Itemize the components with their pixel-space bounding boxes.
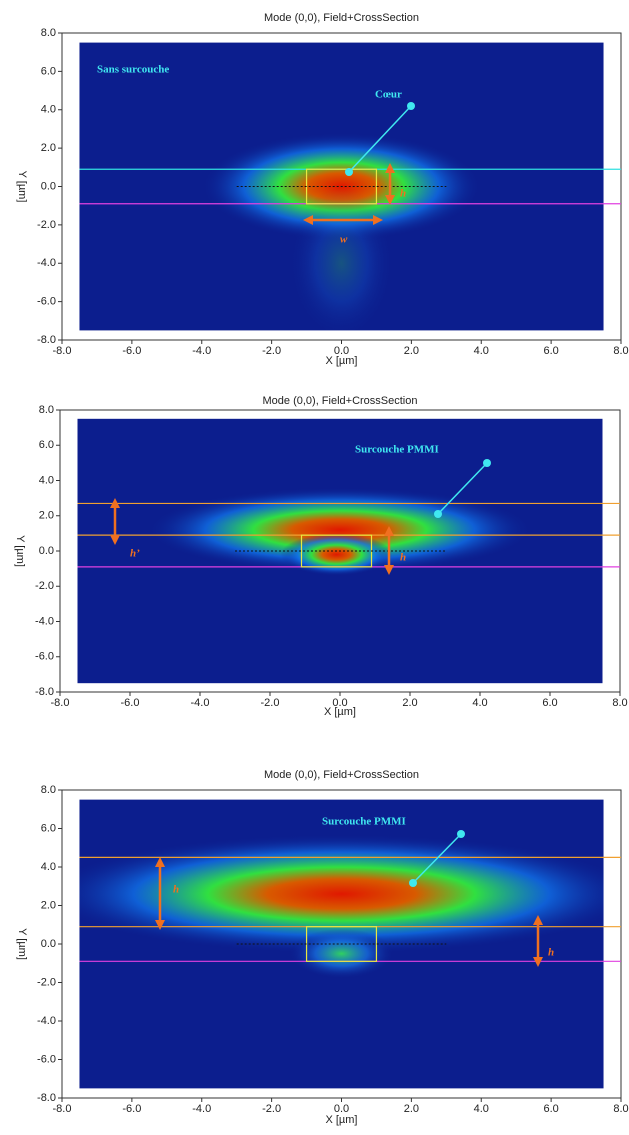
panel: Mode (0,0), Field+CrossSection -8.0 -6.0 -4… bbox=[16, 12, 629, 367]
x-tick-label: -4.0 bbox=[192, 1103, 211, 1115]
y-tick-label: 4.0 bbox=[41, 861, 56, 873]
y-tick-label: 4.0 bbox=[39, 474, 54, 486]
x-tick-label: 6.0 bbox=[543, 1103, 558, 1115]
x-tick-label: -8.0 bbox=[53, 1103, 72, 1115]
y-tick-label: 0.0 bbox=[41, 938, 56, 950]
leader-dot bbox=[345, 168, 353, 176]
chart-title: Mode (0,0), Field+CrossSection bbox=[264, 769, 419, 781]
annotation: h bbox=[173, 884, 179, 896]
x-tick-label: -6.0 bbox=[121, 697, 140, 709]
y-tick-label: 8.0 bbox=[41, 784, 56, 796]
leader-line bbox=[412, 833, 462, 884]
annotation: Surcouche PMMI bbox=[355, 444, 439, 456]
y-tick-label: 6.0 bbox=[41, 65, 56, 77]
y-tick-label: 6.0 bbox=[39, 439, 54, 451]
y-tick-label: -6.0 bbox=[35, 651, 54, 663]
x-axis-label: X [µm] bbox=[325, 1114, 357, 1126]
y-tick-label: 8.0 bbox=[41, 27, 56, 39]
x-tick-label: 8.0 bbox=[613, 1103, 628, 1115]
y-tick-label: -6.0 bbox=[37, 296, 56, 308]
y-tick-label: -8.0 bbox=[37, 334, 56, 346]
y-tick-label: 2.0 bbox=[41, 899, 56, 911]
mode-intensity bbox=[79, 834, 604, 954]
y-tick-label: -2.0 bbox=[37, 976, 56, 988]
y-tick-label: 2.0 bbox=[39, 510, 54, 522]
y-tick-label: 2.0 bbox=[41, 142, 56, 154]
x-tick-label: -6.0 bbox=[122, 1103, 141, 1115]
x-tick-label: 4.0 bbox=[472, 697, 487, 709]
x-tick-label: 6.0 bbox=[543, 345, 558, 357]
chart-title: Mode (0,0), Field+CrossSection bbox=[263, 395, 418, 407]
annotation: Surcouche PMMI bbox=[322, 816, 406, 828]
x-tick-label: 4.0 bbox=[474, 1103, 489, 1115]
x-tick-label: 2.0 bbox=[404, 345, 419, 357]
y-tick-label: 6.0 bbox=[41, 822, 56, 834]
x-tick-label: 0.0 bbox=[334, 1103, 349, 1115]
x-axis-label: X [µm] bbox=[325, 355, 357, 367]
annotation: w bbox=[340, 234, 348, 246]
x-tick-label: -8.0 bbox=[51, 697, 70, 709]
x-tick-label: 0.0 bbox=[332, 697, 347, 709]
x-tick-label: -2.0 bbox=[262, 345, 281, 357]
y-tick-label: 0.0 bbox=[39, 545, 54, 557]
chart-title: Mode (0,0), Field+CrossSection bbox=[264, 12, 419, 24]
x-tick-label: 8.0 bbox=[612, 697, 627, 709]
y-tick-label: -4.0 bbox=[37, 257, 56, 269]
leader-dot bbox=[457, 830, 465, 838]
mode-intensity bbox=[289, 186, 394, 331]
leader-dot bbox=[483, 459, 491, 467]
mode-intensity bbox=[280, 533, 393, 576]
y-tick-label: -8.0 bbox=[35, 686, 54, 698]
annotation: h bbox=[400, 552, 406, 564]
y-tick-label: -2.0 bbox=[37, 219, 56, 231]
annotation: h’ bbox=[130, 548, 140, 560]
y-tick-label: 0.0 bbox=[41, 180, 56, 192]
x-tick-label: 0.0 bbox=[334, 345, 349, 357]
field-glow bbox=[79, 834, 604, 979]
y-axis-label: Y [µm] bbox=[16, 171, 28, 203]
x-tick-label: -4.0 bbox=[191, 697, 210, 709]
y-tick-label: 4.0 bbox=[41, 104, 56, 116]
y-tick-label: 8.0 bbox=[39, 404, 54, 416]
x-tick-label: 6.0 bbox=[542, 697, 557, 709]
y-axis-label: Y [µm] bbox=[16, 928, 28, 960]
x-tick-label: -2.0 bbox=[262, 1103, 281, 1115]
x-tick-label: 4.0 bbox=[474, 345, 489, 357]
annotation: h bbox=[400, 188, 406, 200]
leader-dot bbox=[409, 879, 417, 887]
x-tick-label: -6.0 bbox=[122, 345, 141, 357]
mode-intensity bbox=[289, 928, 394, 979]
x-tick-label: 2.0 bbox=[404, 1103, 419, 1115]
leader-dot bbox=[434, 510, 442, 518]
y-tick-label: -2.0 bbox=[35, 580, 54, 592]
x-tick-label: -2.0 bbox=[261, 697, 280, 709]
x-tick-label: -4.0 bbox=[192, 345, 211, 357]
leader-dot bbox=[407, 102, 415, 110]
y-axis-label: Y [µm] bbox=[14, 535, 26, 567]
leader-line bbox=[437, 462, 488, 515]
x-tick-label: -8.0 bbox=[53, 345, 72, 357]
panel: Mode (0,0), Field+CrossSection -8.0 -6.0 -4… bbox=[14, 395, 628, 718]
annotation: Cœur bbox=[375, 89, 402, 101]
panel: Mode (0,0), Field+CrossSection -8.0 -6.0 -4… bbox=[16, 769, 629, 1126]
x-tick-label: 8.0 bbox=[613, 345, 628, 357]
leader-line bbox=[348, 105, 412, 173]
annotation: h bbox=[548, 947, 554, 959]
y-tick-label: -4.0 bbox=[37, 1015, 56, 1027]
x-axis-label: X [µm] bbox=[324, 706, 356, 718]
y-tick-label: -4.0 bbox=[35, 615, 54, 627]
y-tick-label: -8.0 bbox=[37, 1092, 56, 1104]
x-tick-label: 2.0 bbox=[402, 697, 417, 709]
annotation: Sans surcouche bbox=[97, 64, 169, 76]
y-tick-label: -6.0 bbox=[37, 1053, 56, 1065]
